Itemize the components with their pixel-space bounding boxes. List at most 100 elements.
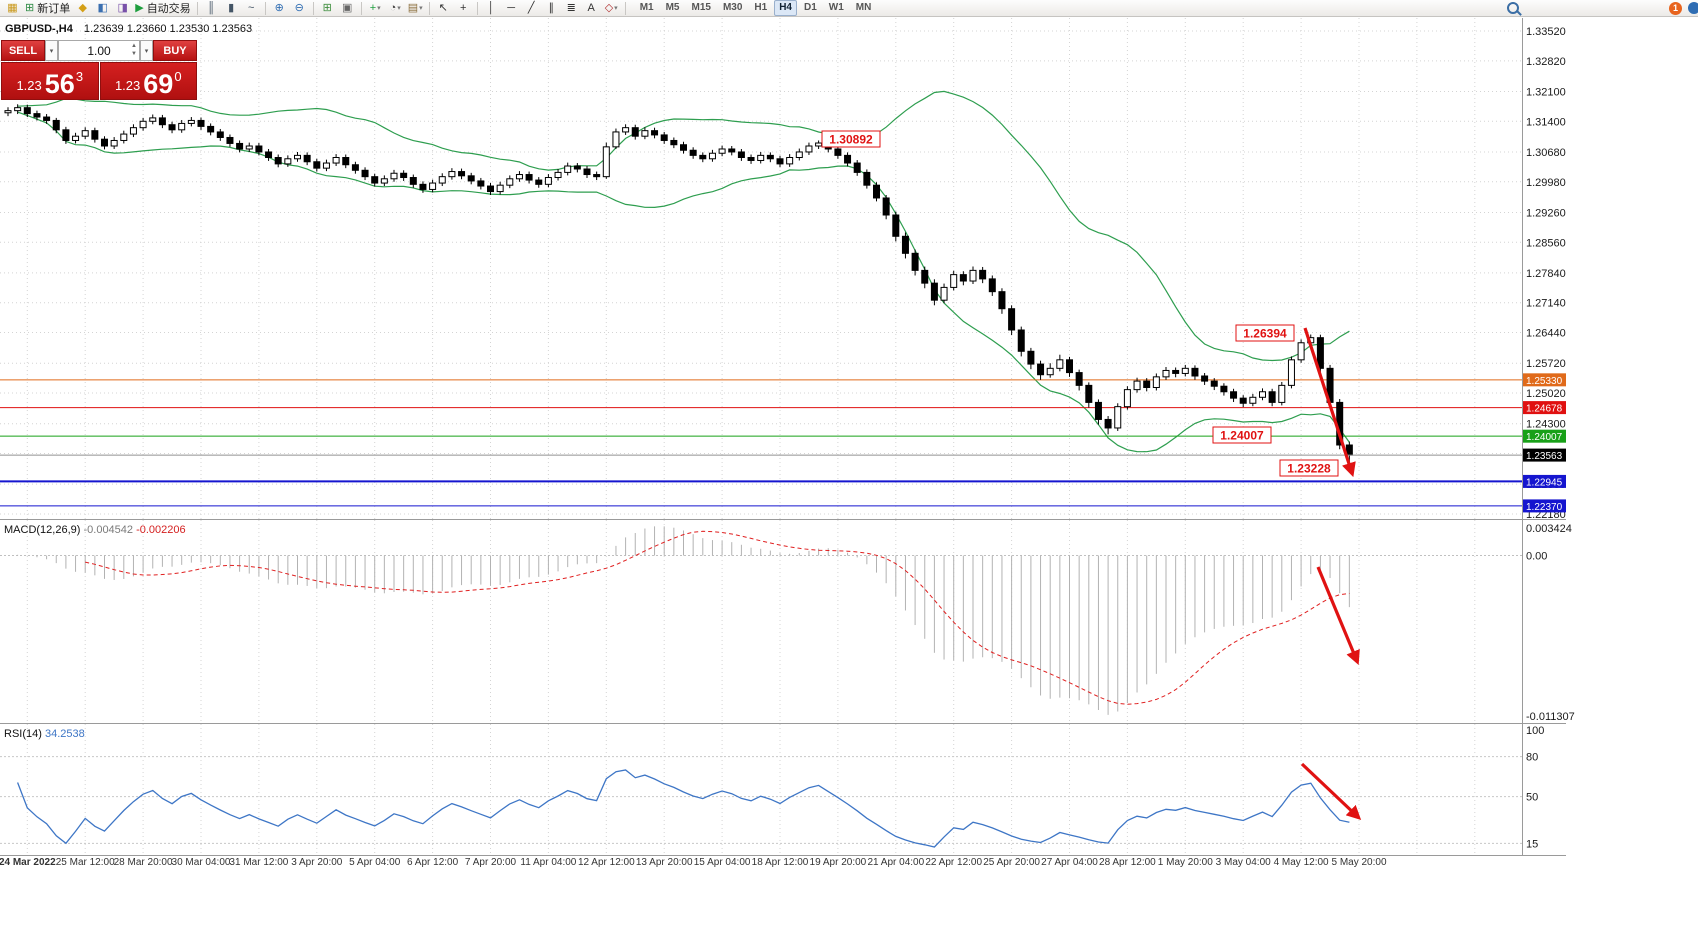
main-chart-pane[interactable]: 1.33520 1.32820 1.32100 1.31400 1.30680 1.299… bbox=[0, 18, 1698, 519]
rsi-pane[interactable]: 100 80 50 15 bbox=[0, 724, 1698, 855]
time-axis[interactable]: 24 Mar 2022 25 Mar 12:00 28 Mar 20:00 30 Ma… bbox=[0, 857, 1566, 871]
timeframe-mn-button[interactable]: MN bbox=[855, 2, 872, 13]
one-click-trading-panel: SELL ▾ 1.00 ▲ ▼ ▾ BUY 1.23 56 3 1.23 69 0 bbox=[1, 40, 197, 100]
chart-shift-icon[interactable]: ◆ bbox=[73, 1, 92, 16]
indicators-icon[interactable]: + ▾ bbox=[366, 1, 385, 16]
account-status-icon[interactable] bbox=[1688, 2, 1698, 14]
timeframe-h1-button[interactable]: H1 bbox=[754, 2, 768, 13]
timeframe-w1-button[interactable]: W1 bbox=[828, 2, 844, 13]
vertical-line-icon[interactable]: │ bbox=[482, 1, 501, 16]
time-axis-label: 25 Apr 20:00 bbox=[983, 857, 1040, 868]
time-axis-label: 22 Apr 12:00 bbox=[925, 857, 983, 868]
sell-options-caret[interactable]: ▾ bbox=[45, 40, 58, 61]
templates-icon[interactable]: ▤ ▾ bbox=[406, 1, 425, 16]
timeframe-m30-button[interactable]: M30 bbox=[722, 2, 743, 13]
toolbar-right: 1 bbox=[1507, 1, 1698, 15]
candlestick-chart-icon[interactable]: ▮ bbox=[222, 1, 241, 16]
autotrading-button-glyph: ▶ bbox=[135, 1, 144, 14]
horizontal-level-lines bbox=[0, 379, 1522, 507]
channel-icon[interactable]: ∥ bbox=[542, 1, 561, 16]
bollinger-upper-band bbox=[17, 90, 1350, 362]
price-scale-box bbox=[1523, 373, 1566, 387]
periods-icon-caret[interactable]: ▾ bbox=[397, 5, 401, 12]
cascade-windows-icon[interactable]: ▣ bbox=[338, 1, 357, 16]
macd-value-main: -0.004542 bbox=[83, 524, 134, 536]
channel-icon-glyph: ∥ bbox=[548, 1, 554, 14]
time-axis-label: 5 Apr 04:00 bbox=[349, 857, 401, 868]
fibonacci-icon-glyph: ≣ bbox=[566, 1, 576, 14]
price-axis-label: 1.27140 bbox=[1526, 298, 1566, 310]
buy-button[interactable]: BUY bbox=[153, 40, 197, 61]
time-axis-label: 25 Mar 12:00 bbox=[55, 857, 115, 868]
text-icon[interactable]: A bbox=[582, 1, 601, 16]
market-watch-icon[interactable]: ◧ bbox=[93, 1, 112, 16]
timeframe-m5-button[interactable]: M5 bbox=[665, 2, 680, 13]
horizontal-line-icon[interactable]: ─ bbox=[502, 1, 521, 16]
macd-pane[interactable]: 0.003424 0.00 -0.011307 bbox=[0, 520, 1698, 723]
trend-arrow[interactable] bbox=[1300, 762, 1362, 820]
time-axis-label: 19 Apr 20:00 bbox=[809, 857, 867, 868]
chart-symbol-header: GBPUSD-,H4 1.23639 1.23660 1.23530 1.235… bbox=[5, 23, 252, 35]
price-axis-label: 1.26440 bbox=[1526, 328, 1566, 340]
toolbar: ▦ ⊞ 新订单 ◆ ◧ ◨ ▶ 自动交易 ║ ▮ ~ ⊕ ⊖ ⊞ ▣ + ▾ ◔ ▾ ▤ ▾ ↖ + │ ─ ╱ ∥ ≣ A ◇ ▾ M1 M… bbox=[0, 0, 1698, 17]
svg-text:1.24007: 1.24007 bbox=[1526, 432, 1563, 443]
ask-price-display[interactable]: 1.23 69 0 bbox=[99, 62, 197, 100]
autotrading-button[interactable]: ▶ 自动交易 bbox=[133, 1, 192, 16]
svg-text:1.25330: 1.25330 bbox=[1526, 376, 1563, 387]
trend-arrow[interactable] bbox=[1316, 566, 1360, 665]
bar-chart-icon-glyph: ║ bbox=[207, 1, 216, 14]
bid-price-prefix: 1.23 bbox=[16, 78, 42, 93]
new-order-button[interactable]: ⊞ 新订单 bbox=[23, 1, 72, 16]
timeframe-d1-button[interactable]: D1 bbox=[804, 2, 817, 13]
timeframe-h4-button[interactable]: H4 bbox=[774, 0, 797, 16]
periods-icon[interactable]: ◔ ▾ bbox=[386, 1, 405, 16]
trendline-icon[interactable]: ╱ bbox=[522, 1, 541, 16]
buy-options-caret[interactable]: ▾ bbox=[140, 40, 153, 61]
notification-badge[interactable]: 1 bbox=[1669, 1, 1682, 15]
time-axis-label: 27 Apr 04:00 bbox=[1041, 857, 1098, 868]
trend-arrow[interactable] bbox=[1303, 327, 1356, 478]
line-chart-icon[interactable]: ~ bbox=[242, 1, 261, 16]
fibonacci-icon[interactable]: ≣ bbox=[562, 1, 581, 16]
crosshair-icon[interactable]: + bbox=[454, 1, 473, 16]
indicators-icon-caret[interactable]: ▾ bbox=[377, 5, 381, 12]
svg-text:1.22370: 1.22370 bbox=[1526, 502, 1563, 513]
search-icon[interactable] bbox=[1507, 2, 1519, 14]
new-order-button-glyph: ⊞ bbox=[25, 1, 35, 14]
chart-shift-icon-glyph: ◆ bbox=[78, 1, 87, 14]
line-chart-icon-glyph: ~ bbox=[247, 1, 255, 14]
candles bbox=[4, 104, 1353, 470]
time-axis-label: 6 Apr 12:00 bbox=[407, 857, 459, 868]
volume-input[interactable]: 1.00 ▲ ▼ bbox=[58, 40, 140, 61]
bar-chart-icon[interactable]: ║ bbox=[202, 1, 221, 16]
price-axis-label: 1.25020 bbox=[1526, 388, 1566, 400]
market-watch-icon-glyph: ◧ bbox=[97, 1, 108, 14]
trendline-icon-glyph: ╱ bbox=[527, 1, 535, 14]
time-axis-label: 13 Apr 20:00 bbox=[635, 857, 693, 868]
new-order-button-label: 新订单 bbox=[37, 3, 71, 15]
volume-value: 1.00 bbox=[87, 43, 111, 58]
cursor-icon[interactable]: ↖ bbox=[434, 1, 453, 16]
bid-price-display[interactable]: 1.23 56 3 bbox=[1, 62, 99, 100]
pane-divider-macd[interactable] bbox=[0, 519, 1566, 520]
zoom-in-icon[interactable]: ⊕ bbox=[270, 1, 289, 16]
tile-windows-icon[interactable]: ⊞ bbox=[318, 1, 337, 16]
arrows-icon[interactable]: ◇ ▾ bbox=[602, 1, 621, 16]
toolbar-separator bbox=[624, 1, 626, 15]
timeframe-m15-button[interactable]: M15 bbox=[691, 2, 711, 13]
toolbar-separator bbox=[264, 1, 266, 15]
time-axis-label: 15 Apr 04:00 bbox=[693, 857, 751, 868]
tile-windows-icon-glyph: ⊞ bbox=[322, 1, 332, 14]
timeframe-m1-button[interactable]: M1 bbox=[639, 2, 654, 13]
sell-button[interactable]: SELL bbox=[1, 40, 45, 61]
zoom-out-icon[interactable]: ⊖ bbox=[290, 1, 309, 16]
arrows-icon-caret[interactable]: ▾ bbox=[614, 5, 618, 12]
price-axis-label: 1.22180 bbox=[1526, 509, 1566, 519]
time-axis-label: 4 May 12:00 bbox=[1273, 857, 1329, 868]
templates-icon-caret[interactable]: ▾ bbox=[419, 5, 423, 12]
pane-divider-rsi[interactable] bbox=[0, 723, 1566, 724]
volume-steppers[interactable]: ▲ ▼ bbox=[131, 43, 137, 57]
charts-icon[interactable]: ▦ bbox=[3, 1, 22, 16]
toolbar-separator bbox=[312, 1, 314, 15]
navigator-icon[interactable]: ◨ bbox=[113, 1, 132, 16]
